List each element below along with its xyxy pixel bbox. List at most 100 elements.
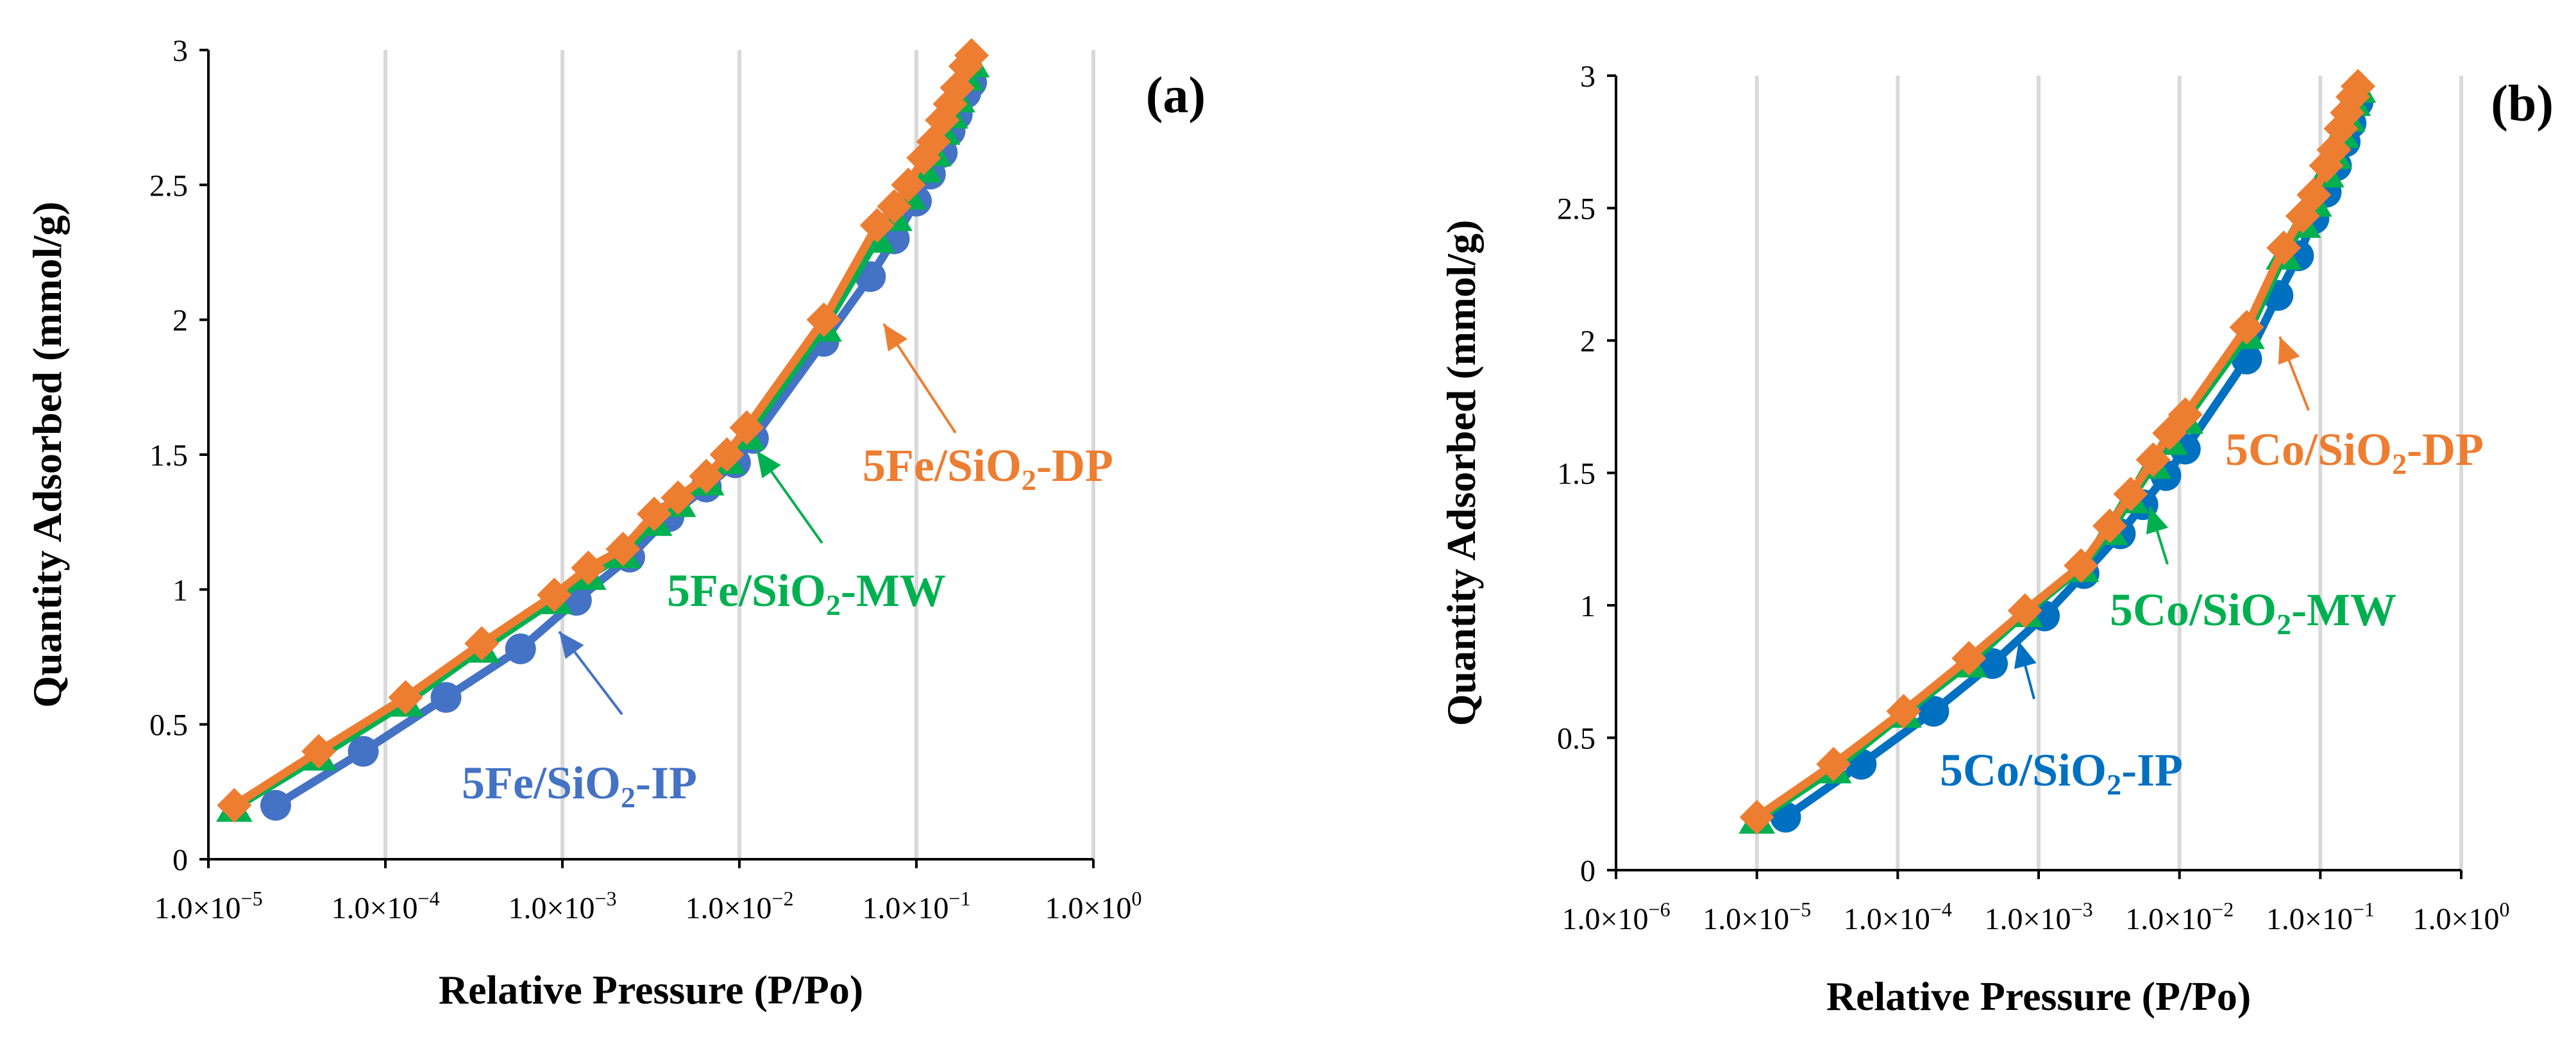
series-5fe-sio2-ip-point bbox=[348, 735, 379, 767]
x-tick-exponent: −4 bbox=[418, 887, 440, 910]
panel-label: (b) bbox=[2491, 76, 2554, 132]
x-tick-label: 1.0×10−3 bbox=[508, 887, 616, 925]
annotation-label-subscript: 2 bbox=[2107, 768, 2121, 801]
x-tick-base: 1.0×10 bbox=[1844, 902, 1930, 936]
annotation-label-main: 5Co/SiO bbox=[1940, 744, 2107, 796]
series-5fe-sio2-ip-point bbox=[430, 682, 462, 713]
y-axis-title: Quantity Adsorbed (mmol/g) bbox=[24, 201, 70, 707]
x-tick-label: 1.0×100 bbox=[2412, 898, 2509, 936]
x-tick-base: 1.0×10 bbox=[2266, 902, 2353, 936]
annotation-5fe-sio2-ip: 5Fe/SiO2-IP bbox=[462, 630, 697, 814]
series-5co-sio2-dp bbox=[1739, 69, 2376, 835]
series-5fe-sio2-dp-point bbox=[729, 410, 764, 445]
annotation-label-main: 5Co/SiO bbox=[2225, 424, 2392, 475]
series-5fe-sio2-dp-point bbox=[637, 496, 672, 532]
annotation-5co-sio2-ip: 5Co/SiO2-IP bbox=[1940, 641, 2183, 801]
series-5fe-sio2-dp-point bbox=[954, 38, 989, 73]
y-tick-label: 2 bbox=[1580, 324, 1595, 358]
x-tick-base: 1.0×10 bbox=[508, 891, 594, 925]
chart-panel-b: 1.0×10−6 1.0×10−5 1.0×10−4 1.0×10−3 1.0×10−2… bbox=[1438, 60, 2554, 1019]
series-5co-sio2-dp-point bbox=[2296, 177, 2332, 212]
x-tick-exponent: 0 bbox=[2500, 898, 2510, 921]
annotation-label-suffix: -DP bbox=[2407, 424, 2484, 475]
series-5fe-sio2-dp-point bbox=[301, 734, 337, 769]
annotation-label-main: 5Fe/SiO bbox=[462, 757, 621, 809]
series-5co-sio2-dp-point bbox=[2113, 476, 2148, 512]
annotation-label-main: 5Fe/SiO bbox=[863, 440, 1022, 491]
y-tick-label: 2 bbox=[173, 304, 188, 338]
annotation-arrow-head bbox=[2146, 507, 2169, 535]
annotation-label-subscript: 2 bbox=[2392, 448, 2407, 480]
y-tick-label: 3 bbox=[1580, 60, 1595, 94]
x-tick-exponent: 0 bbox=[1132, 887, 1142, 910]
x-tick-exponent: −3 bbox=[2071, 898, 2093, 921]
annotation-label-subscript: 2 bbox=[1022, 464, 1036, 496]
x-tick-exponent: −5 bbox=[1789, 898, 1811, 921]
x-tick-base: 1.0×10 bbox=[331, 891, 417, 925]
series-5fe-sio2-dp-point bbox=[217, 787, 252, 823]
x-tick-label: 1.0×10−4 bbox=[331, 887, 439, 925]
x-tick-base: 1.0×10 bbox=[1562, 902, 1648, 936]
series-5fe-sio2-mw bbox=[215, 46, 990, 822]
y-tick-label: 1 bbox=[173, 573, 188, 607]
series-5fe-sio2-dp-point bbox=[689, 458, 724, 494]
x-tick-base: 1.0×10 bbox=[2125, 902, 2212, 936]
x-tick-exponent: −3 bbox=[595, 887, 617, 910]
annotation-5co-sio2-dp: 5Co/SiO2-DP bbox=[2225, 336, 2484, 480]
x-tick-base: 1.0×10 bbox=[1984, 902, 2071, 936]
y-tick-label: 1.5 bbox=[149, 439, 188, 473]
x-tick-label: 1.0×10−5 bbox=[1703, 898, 1811, 936]
x-tick-base: 1.0×10 bbox=[1703, 902, 1789, 936]
x-tick-label: 1.0×100 bbox=[1045, 887, 1141, 925]
x-tick-label: 1.0×10−6 bbox=[1562, 898, 1670, 936]
annotation-arrow-head bbox=[2014, 641, 2037, 669]
y-tick-label: 0.5 bbox=[1557, 722, 1595, 756]
annotation-arrow-head bbox=[884, 324, 908, 352]
annotation-label: 5Co/SiO2-IP bbox=[1940, 744, 2183, 801]
series-5co-sio2-ip-point bbox=[1918, 696, 1949, 727]
annotation-5fe-sio2-mw: 5Fe/SiO2-MW bbox=[667, 450, 946, 621]
y-tick-label: 3 bbox=[173, 34, 188, 68]
annotation-arrow-head bbox=[757, 451, 781, 479]
annotation-label: 5Co/SiO2-DP bbox=[2225, 424, 2484, 480]
annotation-label: 5Fe/SiO2-DP bbox=[863, 440, 1113, 496]
x-tick-exponent: −1 bbox=[2353, 898, 2375, 921]
y-tick-label: 0.5 bbox=[149, 709, 188, 743]
y-tick-label: 0 bbox=[173, 843, 188, 877]
annotation-label-suffix: -IP bbox=[2121, 744, 2183, 796]
panel-label: (a) bbox=[1146, 67, 1206, 124]
x-tick-base: 1.0×10 bbox=[2412, 902, 2499, 936]
series-5fe-sio2-dp-line bbox=[230, 51, 976, 810]
y-tick-label: 2.5 bbox=[149, 169, 188, 203]
series-5fe-sio2-dp-point bbox=[709, 437, 745, 472]
x-tick-exponent: −5 bbox=[241, 887, 263, 910]
y-tick-label: 1.5 bbox=[1557, 457, 1595, 491]
series-5co-sio2-dp-point bbox=[2007, 593, 2042, 628]
series-5fe-sio2-dp bbox=[217, 38, 989, 823]
x-tick-label: 1.0×10−1 bbox=[862, 887, 970, 925]
x-tick-label: 1.0×10−1 bbox=[2266, 898, 2375, 936]
series-5co-sio2-dp-point bbox=[2168, 397, 2203, 432]
annotation-label-suffix: -IP bbox=[636, 757, 697, 809]
series-5fe-sio2-dp-point bbox=[464, 626, 500, 661]
x-tick-exponent: −4 bbox=[1930, 898, 1952, 921]
annotation-label-suffix: -MW bbox=[841, 565, 946, 616]
series-5co-sio2-dp-point bbox=[1886, 694, 1921, 729]
series-5fe-sio2-dp-point bbox=[571, 550, 606, 585]
x-tick-exponent: −6 bbox=[1649, 898, 1671, 921]
series-5fe-sio2-dp-point bbox=[877, 189, 912, 224]
x-tick-exponent: −1 bbox=[949, 887, 971, 910]
x-tick-label: 1.0×10−5 bbox=[154, 887, 262, 925]
annotation-label: 5Co/SiO2-MW bbox=[2110, 584, 2396, 641]
series-5fe-sio2-dp-point bbox=[661, 480, 696, 516]
annotation-arrow-head bbox=[2278, 337, 2300, 365]
series-5co-sio2-dp-point bbox=[2309, 148, 2344, 183]
x-axis-title: Relative Pressure (P/Po) bbox=[1826, 973, 2251, 1019]
x-axis-title: Relative Pressure (P/Po) bbox=[439, 967, 863, 1013]
x-tick-base: 1.0×10 bbox=[862, 891, 948, 925]
series-5co-sio2-dp-point bbox=[1739, 800, 1774, 835]
y-tick-label: 2.5 bbox=[1557, 192, 1595, 226]
series-5fe-sio2-mw-line bbox=[230, 59, 976, 812]
y-tick-label: 1 bbox=[1580, 589, 1595, 623]
